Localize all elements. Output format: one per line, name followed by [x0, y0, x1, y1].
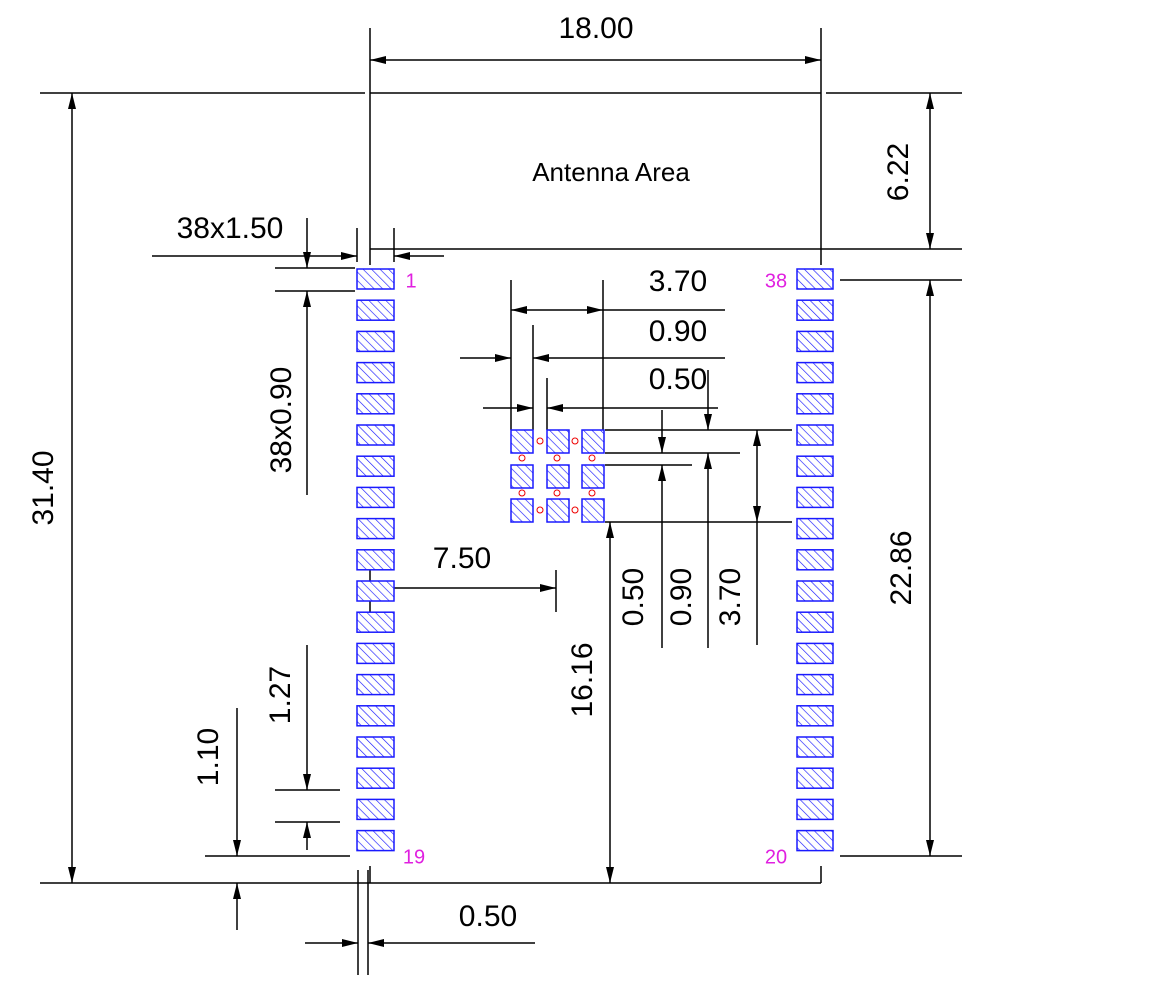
- dimension: 0.90: [665, 568, 698, 626]
- via: [588, 454, 596, 462]
- pad: [356, 767, 395, 789]
- pad: [356, 580, 395, 602]
- pad: [796, 642, 834, 665]
- dimension: 22.86: [885, 530, 918, 605]
- via: [553, 489, 561, 497]
- pad: [356, 705, 395, 727]
- pad: [796, 517, 834, 540]
- pad: [796, 486, 834, 509]
- pad: [796, 611, 834, 633]
- dimension: 38x0.90: [265, 367, 298, 474]
- pad: [546, 429, 570, 454]
- pad: [796, 798, 834, 821]
- drawing-lines: [40, 28, 962, 975]
- via: [518, 489, 526, 497]
- dimension: 0.50: [617, 568, 650, 626]
- pad: [356, 486, 395, 509]
- pad: [510, 464, 534, 489]
- via: [536, 437, 544, 445]
- pin-label: 20: [765, 846, 787, 868]
- pad: [546, 464, 570, 489]
- dimension: 31.40: [27, 450, 60, 525]
- pad: [356, 299, 395, 321]
- dimension: 1.27: [264, 666, 297, 724]
- pin-label: 1: [405, 270, 416, 292]
- pad: [356, 330, 395, 353]
- dimension: 0.50: [459, 900, 517, 933]
- pad: [796, 455, 834, 477]
- pad: [796, 549, 834, 571]
- dimension: 0.90: [649, 315, 707, 348]
- pad: [796, 299, 834, 321]
- pad: [356, 798, 395, 821]
- pad: [796, 268, 834, 290]
- via: [571, 437, 579, 445]
- dimension: 3.70: [649, 265, 707, 298]
- pad: [796, 767, 834, 789]
- pad: [796, 673, 834, 696]
- pad: [796, 705, 834, 727]
- via: [553, 454, 561, 462]
- pad: [796, 330, 834, 353]
- pad: [356, 361, 395, 384]
- via: [518, 454, 526, 462]
- pin-label: 19: [403, 846, 425, 868]
- pad: [356, 673, 395, 696]
- pad: [796, 361, 834, 384]
- pad: [581, 498, 605, 523]
- pad: [581, 429, 605, 454]
- pad: [510, 429, 534, 454]
- area-label: Antenna Area: [532, 157, 690, 187]
- via: [536, 506, 544, 514]
- dimension: 16.16: [566, 642, 599, 717]
- dimension: 38x1.50: [177, 212, 284, 245]
- dimension: 3.70: [714, 568, 747, 626]
- pad: [796, 424, 834, 446]
- dimension: 1.10: [192, 728, 225, 786]
- pin-label: 38: [765, 270, 787, 292]
- pad: [356, 736, 395, 758]
- dimension: 6.22: [882, 143, 915, 201]
- pad: [546, 498, 570, 523]
- pad: [356, 611, 395, 633]
- via: [571, 506, 579, 514]
- pad: [796, 829, 834, 852]
- pad: [510, 498, 534, 523]
- pad: [356, 549, 395, 571]
- pad: [796, 736, 834, 758]
- dimension: 18.00: [558, 12, 633, 45]
- pad: [356, 455, 395, 477]
- pad: [796, 393, 834, 415]
- dimension: 0.50: [649, 363, 707, 396]
- pad: [356, 642, 395, 665]
- via: [588, 489, 596, 497]
- pad: [581, 464, 605, 489]
- pad: [356, 268, 395, 290]
- pad: [356, 393, 395, 415]
- pad: [356, 517, 395, 540]
- pad: [796, 580, 834, 602]
- dimension: 7.50: [433, 542, 491, 575]
- pads: [356, 268, 834, 852]
- pad: [356, 829, 395, 852]
- pad: [356, 424, 395, 446]
